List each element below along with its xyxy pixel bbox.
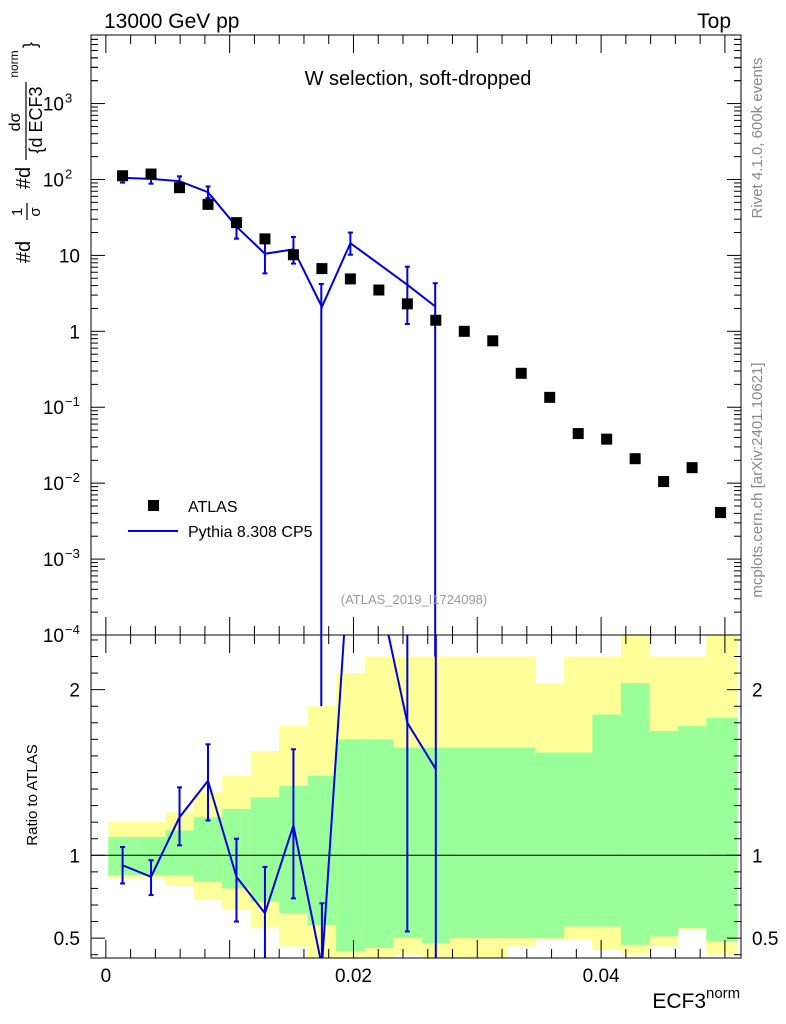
main-y-ticks bbox=[91, 34, 741, 636]
main-y-tick-label: 10 bbox=[43, 170, 64, 191]
main-y-tick-label-exp: −3 bbox=[65, 546, 80, 561]
ratio-band-green bbox=[336, 739, 366, 952]
legend-atlas-marker bbox=[148, 500, 159, 511]
main-y-tick-label: 10 bbox=[43, 95, 64, 116]
ratio-band-green bbox=[563, 752, 593, 927]
main-y-tick-label: 10 bbox=[43, 550, 64, 571]
ratio-pythia-line bbox=[122, 635, 437, 958]
atlas-point bbox=[572, 428, 584, 440]
atlas-point bbox=[515, 367, 527, 379]
atlas-point bbox=[629, 453, 641, 465]
ratio-y-tick-label-right: 0.5 bbox=[752, 929, 778, 950]
ratio-y-tick-labels: 0.5 0.5 1 1 2 2 bbox=[54, 681, 779, 950]
ratio-y-tick-label-right: 1 bbox=[752, 846, 763, 867]
ratio-y-axis-label: Ratio to ATLAS bbox=[24, 744, 41, 845]
analysis-tag: (ATLAS_2019_I1724098) bbox=[341, 592, 487, 607]
ratio-y-tick-label-left: 1 bbox=[69, 846, 80, 867]
mcplots-label: mcplots.cern.ch [arXiv:2401.10621] bbox=[749, 362, 766, 597]
ylabel-d2: #d bbox=[13, 167, 35, 189]
ylabel-decf3: {d ECF3 bbox=[26, 86, 46, 153]
ratio-band-green bbox=[706, 717, 738, 942]
ratio-band-green bbox=[620, 683, 650, 945]
ratio-y-tick-label-right: 2 bbox=[752, 681, 763, 702]
ylabel-norm: norm bbox=[7, 50, 21, 77]
legend: ATLAS Pythia 8.308 CP5 bbox=[128, 499, 313, 541]
main-y-tick-label-exp: 3 bbox=[65, 91, 72, 106]
header-process: Top bbox=[697, 10, 731, 33]
atlas-point bbox=[715, 507, 727, 519]
ratio-y-ticks bbox=[91, 639, 741, 956]
ratio-band-green bbox=[364, 739, 394, 949]
rivet-label: Rivet 4.1.0, 600k events bbox=[749, 58, 766, 219]
atlas-point bbox=[316, 263, 328, 275]
ratio-y-tick-label-left: 2 bbox=[69, 681, 80, 702]
atlas-point bbox=[430, 314, 442, 326]
ratio-band-green bbox=[193, 817, 223, 882]
atlas-point bbox=[544, 391, 556, 403]
ratio-band-green bbox=[649, 731, 679, 937]
x-axis-label: ECF3 norm bbox=[652, 985, 740, 1013]
main-y-axis-label: #d 1 σ #d dσ {d ECF3 } norm bbox=[7, 42, 46, 263]
x-axis-label-sup: norm bbox=[706, 985, 740, 1002]
ratio-band-green bbox=[478, 747, 508, 939]
ratio-band-green bbox=[592, 714, 622, 927]
x-tick-label: 0.02 bbox=[335, 966, 372, 987]
atlas-point bbox=[230, 217, 242, 229]
ratio-band-green bbox=[507, 747, 536, 939]
ratio-band-green bbox=[450, 747, 480, 939]
main-frame bbox=[90, 34, 742, 636]
x-tick-label: 0.04 bbox=[583, 966, 620, 987]
main-y-tick-label: 10 bbox=[43, 626, 64, 647]
legend-pythia-label: Pythia 8.308 CP5 bbox=[188, 524, 313, 541]
atlas-point bbox=[601, 433, 613, 445]
atlas-point bbox=[344, 273, 356, 285]
atlas-point bbox=[487, 335, 499, 347]
x-axis-label-main: ECF3 bbox=[652, 990, 706, 1013]
ratio-band-green bbox=[677, 726, 707, 929]
atlas-point bbox=[401, 298, 413, 310]
x-axis: 0 0.02 0.04 bbox=[101, 35, 726, 987]
ylabel-one: 1 bbox=[9, 208, 26, 216]
main-y-tick-label: 1 bbox=[69, 322, 80, 343]
atlas-point bbox=[458, 325, 470, 337]
x-tick-label: 0 bbox=[101, 966, 112, 987]
legend-atlas-label: ATLAS bbox=[188, 499, 238, 516]
ylabel-d1: #d bbox=[13, 241, 35, 263]
main-y-tick-label-exp: 2 bbox=[65, 166, 72, 181]
atlas-point bbox=[202, 198, 214, 210]
main-y-tick-label: 10 bbox=[43, 474, 64, 495]
pythia-line bbox=[122, 176, 437, 310]
atlas-point bbox=[145, 168, 157, 180]
header-energy: 13000 GeV pp bbox=[104, 10, 239, 33]
ratio-y-tick-label-left: 0.5 bbox=[54, 929, 80, 950]
plot-title: W selection, soft-dropped bbox=[305, 68, 532, 90]
main-y-tick-label-exp: −1 bbox=[65, 394, 80, 409]
ratio-frame bbox=[90, 634, 742, 959]
ylabel-dsigma: dσ bbox=[7, 112, 24, 131]
main-y-tick-label: 10 bbox=[59, 246, 80, 267]
atlas-point bbox=[658, 476, 670, 488]
main-y-tick-label-exp: −4 bbox=[65, 622, 80, 637]
atlas-point bbox=[174, 182, 186, 194]
atlas-point bbox=[117, 170, 129, 182]
atlas-point bbox=[287, 249, 299, 261]
atlas-point bbox=[686, 462, 698, 474]
atlas-point bbox=[373, 284, 385, 296]
ratio-panel: 0.5 0.5 1 1 2 2 Ratio to ATLAS bbox=[24, 634, 779, 959]
atlas-point bbox=[259, 233, 271, 245]
ylabel-sigma: σ bbox=[27, 207, 44, 217]
main-y-tick-label: 10 bbox=[43, 398, 64, 419]
ylabel-brace: } bbox=[20, 42, 40, 48]
ratio-band-green bbox=[535, 752, 565, 939]
ratio-band-green bbox=[307, 775, 337, 925]
main-y-tick-label-exp: −2 bbox=[65, 470, 80, 485]
